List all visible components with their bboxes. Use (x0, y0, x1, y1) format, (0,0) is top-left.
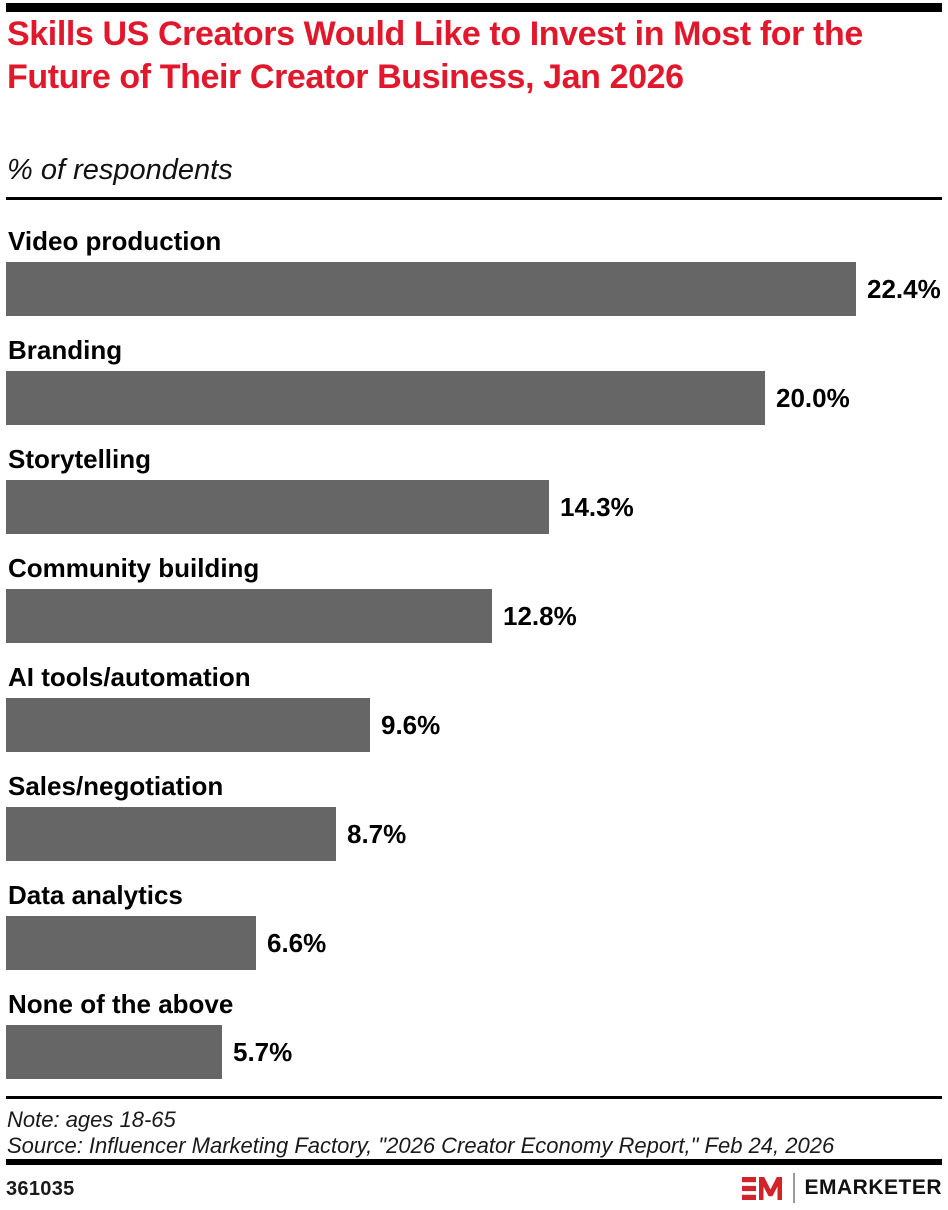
value-label: 20.0% (776, 382, 850, 413)
category-label: Video production (8, 226, 222, 256)
value-label: 12.8% (503, 600, 577, 631)
footer-divider (6, 1159, 942, 1165)
note-text: Note: ages 18-65 (7, 1107, 176, 1132)
brand-wordmark: EMARKETER (804, 1176, 942, 1199)
chart-id: 361035 (6, 1178, 75, 1200)
value-label: 9.6% (381, 709, 441, 740)
category-label: Branding (8, 335, 123, 365)
logo-divider (793, 1173, 796, 1203)
bar-line: 9.6% (6, 698, 942, 752)
value-label: 6.6% (267, 927, 327, 958)
chart-row: Data analytics 6.6% (6, 881, 942, 990)
chart-title: Skills US Creators Would Like to Invest … (7, 15, 863, 96)
bar-line: 12.8% (6, 589, 942, 643)
chart-row: AI tools/automation 9.6% (6, 663, 942, 772)
category-label: AI tools/automation (8, 662, 251, 692)
chart-row: Sales/negotiation 8.7% (6, 772, 942, 881)
bar-line: 5.7% (6, 1025, 942, 1079)
category-label: Storytelling (8, 444, 152, 474)
value-label: 22.4% (867, 273, 941, 304)
em-monogram-icon (742, 1176, 783, 1200)
source-text: Source: Influencer Marketing Factory, "2… (7, 1133, 835, 1158)
emarketer-logo: EMARKETER (742, 1172, 942, 1204)
bar-line: 6.6% (6, 916, 942, 970)
bar (6, 262, 856, 316)
bar (6, 807, 336, 861)
value-label: 14.3% (560, 491, 634, 522)
value-label: 5.7% (233, 1036, 293, 1067)
chart-row: Storytelling 14.3% (6, 445, 942, 554)
bar-chart: Video production 22.4% Branding 20.0% St… (6, 227, 942, 1099)
bar (6, 371, 765, 425)
chart-row: None of the above 5.7% (6, 990, 942, 1099)
bar (6, 1025, 222, 1079)
note-divider (6, 1096, 942, 1099)
category-label: Sales/negotiation (8, 771, 224, 801)
category-label: Data analytics (8, 880, 183, 910)
category-label: Community building (8, 553, 260, 583)
chart-row: Community building 12.8% (6, 554, 942, 663)
bar (6, 916, 256, 970)
value-label: 8.7% (347, 818, 407, 849)
bar-line: 20.0% (6, 371, 942, 425)
top-rule (6, 3, 942, 12)
chart-subtitle: % of respondents (7, 154, 233, 186)
bar (6, 698, 370, 752)
category-label: None of the above (8, 989, 234, 1019)
bar (6, 480, 549, 534)
chart-row: Branding 20.0% (6, 336, 942, 445)
chart-row: Video production 22.4% (6, 227, 942, 336)
bar-line: 8.7% (6, 807, 942, 861)
bar-line: 14.3% (6, 480, 942, 534)
bar-line: 22.4% (6, 262, 942, 316)
header-divider (6, 197, 942, 200)
bar (6, 589, 492, 643)
